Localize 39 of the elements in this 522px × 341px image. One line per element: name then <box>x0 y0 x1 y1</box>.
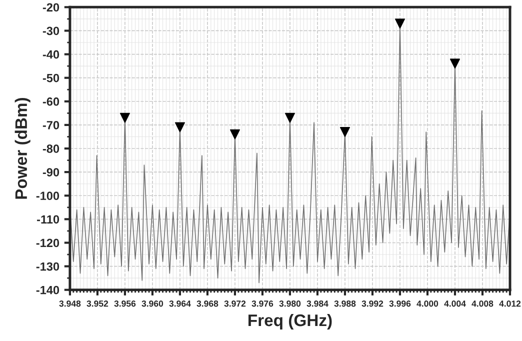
x-tick-label: 3.996 <box>389 300 411 307</box>
y-tick-label: -30 <box>42 26 60 36</box>
x-tick-label: 3.964 <box>169 300 191 307</box>
x-axis-title: Freq (GHz) <box>248 314 332 330</box>
y-tick-label: -40 <box>42 50 60 59</box>
x-tick-label: 3.956 <box>114 300 136 307</box>
y-tick-label: -70 <box>42 120 60 130</box>
x-tick-label: 3.972 <box>224 300 246 307</box>
y-tick-label: -20 <box>42 3 60 12</box>
x-tick-label: 3.980 <box>279 300 301 307</box>
x-tick-label: 4.008 <box>472 300 494 307</box>
point <box>284 112 296 123</box>
x-tick-label: 3.984 <box>306 300 328 307</box>
x-tick-label: 3.968 <box>196 300 218 307</box>
x-tick-label: 4.000 <box>416 300 438 307</box>
y-tick-label: -110 <box>37 215 60 224</box>
point <box>174 122 185 132</box>
point <box>340 126 350 138</box>
y-tick-label: -130 <box>36 262 60 271</box>
x-tick-label: 3.948 <box>59 300 81 307</box>
point <box>120 112 130 123</box>
y-axis-title: Power (dBm) <box>14 98 30 199</box>
x-tick-label: 4.012 <box>499 300 521 307</box>
y-tick-label: -60 <box>42 97 60 106</box>
y-tick-label: -80 <box>42 144 60 153</box>
x-tick-label: 3.952 <box>86 300 108 307</box>
point <box>230 129 240 140</box>
y-tick-label: -90 <box>42 168 60 176</box>
y-tick-label: -120 <box>36 238 60 248</box>
x-tick-label: 4.004 <box>444 300 466 307</box>
point <box>394 18 406 29</box>
x-tick-label: 3.988 <box>334 300 356 307</box>
y-tick-label: -140 <box>36 286 60 294</box>
x-tick-label: 3.976 <box>252 300 274 307</box>
x-tick-label: 3.960 <box>142 300 164 307</box>
y-tick-label: -100 <box>36 192 60 200</box>
x-tick-label: 3.992 <box>362 300 384 307</box>
y-tick-label: -50 <box>42 74 60 82</box>
point <box>450 58 460 69</box>
